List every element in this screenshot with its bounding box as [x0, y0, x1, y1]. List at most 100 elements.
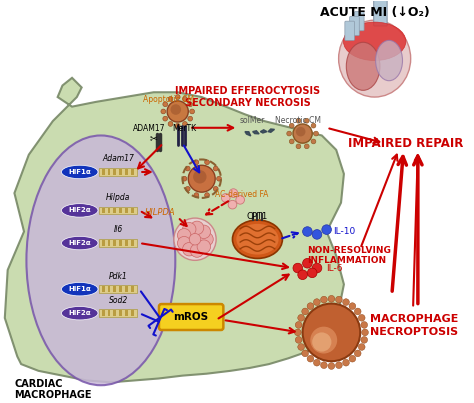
Text: HILPDA: HILPDA: [145, 208, 176, 217]
Text: HIF2α: HIF2α: [68, 240, 91, 246]
Circle shape: [302, 303, 360, 361]
Text: HIF1α: HIF1α: [68, 286, 91, 292]
Circle shape: [177, 229, 191, 242]
Text: MerTK: MerTK: [173, 124, 197, 133]
Circle shape: [171, 104, 181, 115]
FancyBboxPatch shape: [125, 310, 128, 316]
Circle shape: [295, 322, 302, 328]
Circle shape: [304, 118, 309, 123]
Circle shape: [205, 160, 210, 165]
Circle shape: [322, 225, 331, 235]
Circle shape: [185, 187, 190, 191]
Circle shape: [296, 127, 305, 137]
Polygon shape: [245, 132, 251, 136]
FancyBboxPatch shape: [131, 208, 134, 213]
Text: AC-derived FA: AC-derived FA: [215, 190, 269, 199]
Circle shape: [328, 295, 335, 302]
Polygon shape: [253, 131, 259, 134]
Ellipse shape: [310, 327, 337, 353]
Text: Pdk1: Pdk1: [109, 272, 128, 280]
Circle shape: [168, 122, 173, 126]
FancyBboxPatch shape: [374, 0, 387, 26]
Text: ✂: ✂: [150, 133, 158, 143]
Text: HIF2α: HIF2α: [68, 208, 91, 214]
Circle shape: [349, 355, 356, 362]
FancyBboxPatch shape: [102, 208, 105, 213]
Circle shape: [175, 95, 180, 100]
Circle shape: [229, 189, 238, 197]
FancyBboxPatch shape: [350, 17, 359, 35]
Circle shape: [336, 296, 342, 303]
FancyBboxPatch shape: [102, 169, 105, 175]
Circle shape: [343, 359, 349, 366]
FancyBboxPatch shape: [113, 208, 116, 213]
Circle shape: [311, 139, 316, 144]
Circle shape: [161, 109, 166, 114]
Circle shape: [355, 308, 361, 315]
Circle shape: [287, 131, 292, 136]
Text: Sod2: Sod2: [109, 295, 128, 305]
Circle shape: [236, 195, 245, 204]
Text: Hilpda: Hilpda: [106, 193, 130, 202]
FancyBboxPatch shape: [99, 310, 137, 317]
Circle shape: [197, 225, 210, 239]
Circle shape: [293, 124, 312, 143]
Circle shape: [336, 362, 342, 368]
Ellipse shape: [346, 42, 380, 90]
Polygon shape: [5, 78, 344, 382]
Ellipse shape: [62, 204, 98, 217]
Circle shape: [182, 243, 196, 256]
Circle shape: [355, 350, 361, 357]
Text: CARDIAC
MACROPHAGE: CARDIAC MACROPHAGE: [14, 378, 92, 400]
Circle shape: [174, 218, 216, 260]
FancyBboxPatch shape: [119, 169, 122, 175]
Circle shape: [302, 258, 312, 268]
Circle shape: [182, 222, 196, 236]
Text: ACUTE MI (↓O₂): ACUTE MI (↓O₂): [320, 6, 429, 19]
Text: ADAM17: ADAM17: [133, 124, 165, 133]
Text: IMPAIRED REPAIR: IMPAIRED REPAIR: [348, 137, 463, 150]
Circle shape: [228, 200, 237, 209]
FancyBboxPatch shape: [119, 208, 122, 213]
Circle shape: [361, 322, 367, 328]
FancyBboxPatch shape: [119, 240, 122, 246]
Circle shape: [298, 270, 308, 280]
Circle shape: [185, 166, 190, 171]
Circle shape: [182, 122, 187, 126]
Circle shape: [361, 337, 367, 343]
Circle shape: [312, 332, 331, 351]
Ellipse shape: [375, 40, 402, 81]
Circle shape: [312, 263, 322, 273]
Circle shape: [189, 233, 201, 245]
FancyBboxPatch shape: [125, 208, 128, 213]
Circle shape: [188, 165, 215, 192]
Ellipse shape: [27, 135, 175, 385]
Circle shape: [190, 221, 204, 235]
Circle shape: [320, 362, 328, 368]
FancyBboxPatch shape: [119, 310, 122, 316]
FancyBboxPatch shape: [99, 168, 137, 176]
Circle shape: [362, 329, 368, 336]
Circle shape: [298, 344, 304, 350]
FancyBboxPatch shape: [125, 286, 128, 292]
FancyBboxPatch shape: [113, 286, 116, 292]
Text: Adam17: Adam17: [102, 154, 134, 163]
Circle shape: [293, 263, 302, 273]
Circle shape: [190, 109, 194, 114]
Circle shape: [320, 296, 328, 303]
Circle shape: [194, 160, 199, 165]
FancyBboxPatch shape: [131, 240, 134, 246]
Ellipse shape: [62, 236, 98, 250]
Circle shape: [163, 116, 168, 121]
FancyBboxPatch shape: [102, 286, 105, 292]
FancyBboxPatch shape: [355, 12, 364, 31]
Text: MACROPHAGE
NECROPTOSIS: MACROPHAGE NECROPTOSIS: [370, 314, 458, 337]
Ellipse shape: [232, 220, 283, 258]
Text: solMer: solMer: [240, 116, 265, 125]
FancyBboxPatch shape: [102, 310, 105, 316]
Ellipse shape: [62, 283, 98, 296]
FancyBboxPatch shape: [345, 21, 355, 40]
Circle shape: [213, 187, 218, 191]
FancyBboxPatch shape: [159, 304, 223, 330]
Circle shape: [308, 268, 317, 278]
